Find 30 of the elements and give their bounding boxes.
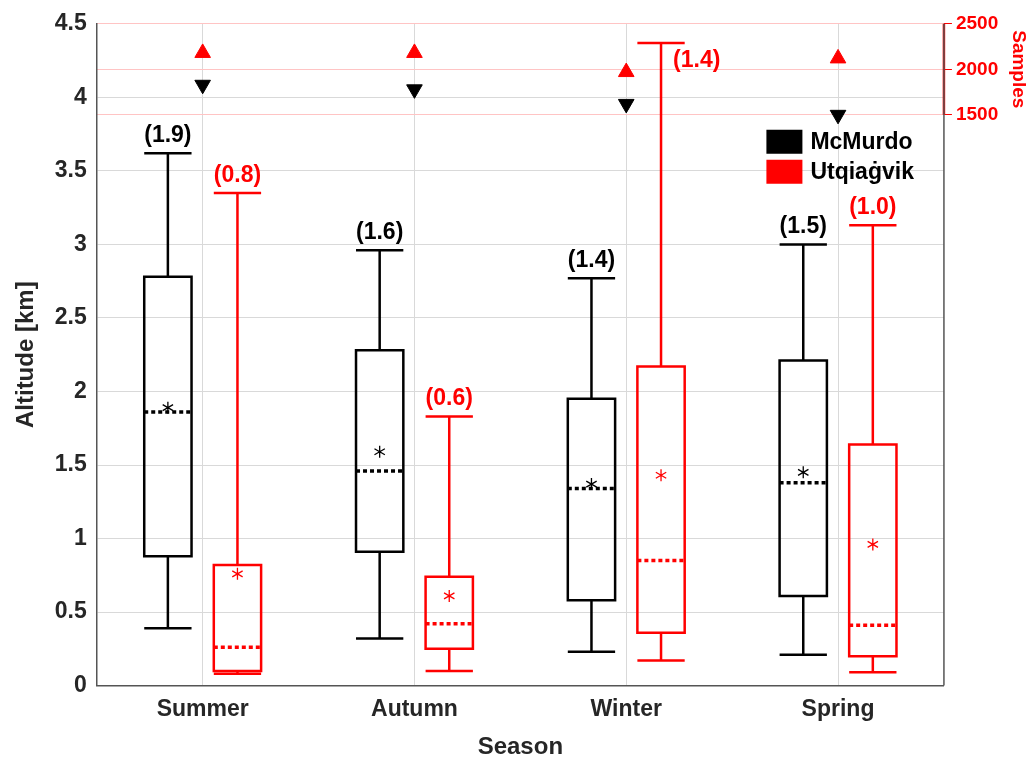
- y-tick-label: 0: [73, 670, 87, 697]
- x-tick-label: Summer: [156, 694, 249, 721]
- y-tick-label: 4: [73, 82, 87, 109]
- x-axis-title: Season: [477, 732, 564, 760]
- annotation: (0.6): [425, 384, 473, 411]
- y-tick-label: 0.5: [54, 597, 87, 624]
- y2-tick-label: 1500: [955, 103, 999, 125]
- annotation: (1.6): [356, 218, 404, 245]
- y-tick-label: 2.5: [54, 303, 87, 330]
- x-tick-label: Spring: [801, 694, 875, 721]
- y2-tick-label: 2500: [955, 12, 999, 34]
- annotation: (1.5): [779, 212, 827, 239]
- annotation: (1.4): [673, 45, 721, 72]
- y-tick-label: 3: [73, 229, 87, 256]
- y-tick-label: 3.5: [54, 156, 87, 183]
- legend-label: Utqiaġvik: [810, 158, 915, 185]
- x-tick-label: Winter: [590, 694, 662, 721]
- y2-axis-title: Samples: [1009, 30, 1031, 109]
- y-tick-label: 2: [73, 376, 87, 403]
- annotation: (1.0): [849, 193, 897, 220]
- y-axis-title: Altitude [km]: [11, 281, 39, 429]
- annotation: (1.9): [144, 121, 192, 148]
- annotation: (1.4): [567, 246, 616, 273]
- annotation: (0.8): [213, 160, 262, 187]
- y-tick-label: 1.5: [54, 450, 87, 477]
- legend-label: McMurdo: [810, 128, 913, 155]
- y-tick-label: 4.5: [54, 9, 87, 36]
- y2-tick-label: 2000: [955, 57, 999, 79]
- x-tick-label: Autumn: [371, 694, 458, 721]
- y-tick-label: 1: [73, 523, 87, 550]
